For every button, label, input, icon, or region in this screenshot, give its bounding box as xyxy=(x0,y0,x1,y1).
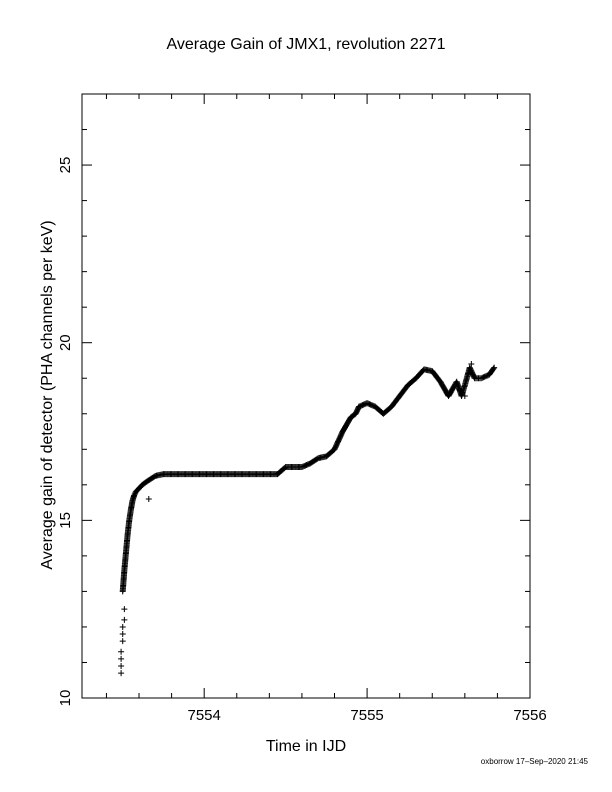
plot-frame xyxy=(81,93,531,699)
x-tick-label: 7555 xyxy=(350,707,383,724)
data-point xyxy=(118,663,125,670)
axes xyxy=(81,93,531,699)
credit-footer: oxborrow 17–Sep–2020 21:45 xyxy=(480,757,588,766)
x-tick-label: 7554 xyxy=(187,707,220,724)
data-point xyxy=(490,365,497,372)
data-point xyxy=(118,655,125,662)
y-axis-label: Average gain of detector (PHA channels p… xyxy=(39,220,56,569)
data-point xyxy=(461,393,468,399)
data-point xyxy=(145,496,152,503)
x-axis-label: Time in IJD xyxy=(265,738,347,755)
data-point xyxy=(491,364,498,371)
data-point xyxy=(118,670,125,677)
y-tick-label: 25 xyxy=(57,157,74,174)
y-tick-label: 10 xyxy=(57,690,74,707)
data-points xyxy=(118,361,498,677)
data-point xyxy=(119,638,126,645)
x-tick-label: 7556 xyxy=(513,707,546,724)
chart-title: Average Gain of JMX1, revolution 2271 xyxy=(166,36,446,53)
y-tick-label: 20 xyxy=(57,334,74,351)
data-point xyxy=(121,606,128,613)
data-point xyxy=(119,623,126,630)
data-point xyxy=(119,631,126,638)
ticks: 7554 7555 7556 10 15 20 25 xyxy=(57,93,547,724)
data-point xyxy=(118,648,125,655)
data-point xyxy=(468,361,475,368)
y-tick-label: 15 xyxy=(57,512,74,529)
data-point xyxy=(121,616,128,623)
